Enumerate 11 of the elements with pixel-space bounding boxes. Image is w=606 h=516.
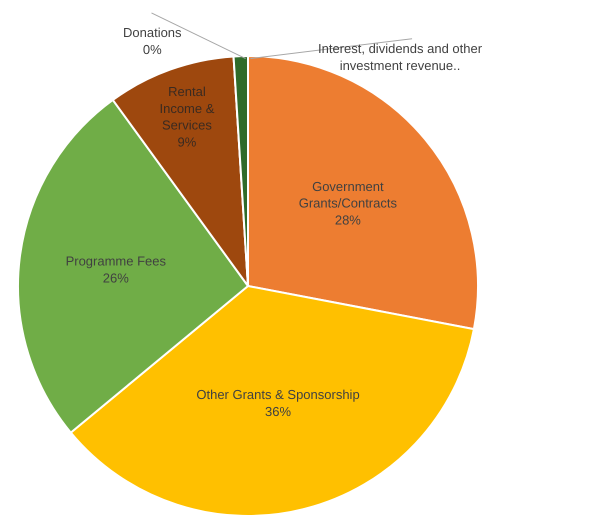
slice-label: Programme Fees [66,253,166,268]
data-label: 36% [265,404,292,419]
category-label: Donations [123,25,182,40]
slice-label: Government Grants/Contracts [298,178,398,211]
data-label: 26% [102,270,130,286]
slice-label: Rental Income & Services [159,84,215,133]
text: 0% [142,42,162,57]
data-label: 28% [334,212,362,228]
data-label: 9% [178,134,197,150]
slice-label: Other Grants & Sponsorship [196,387,360,402]
slice-label: Interest, dividends and other investment revenue.. [318,41,483,73]
